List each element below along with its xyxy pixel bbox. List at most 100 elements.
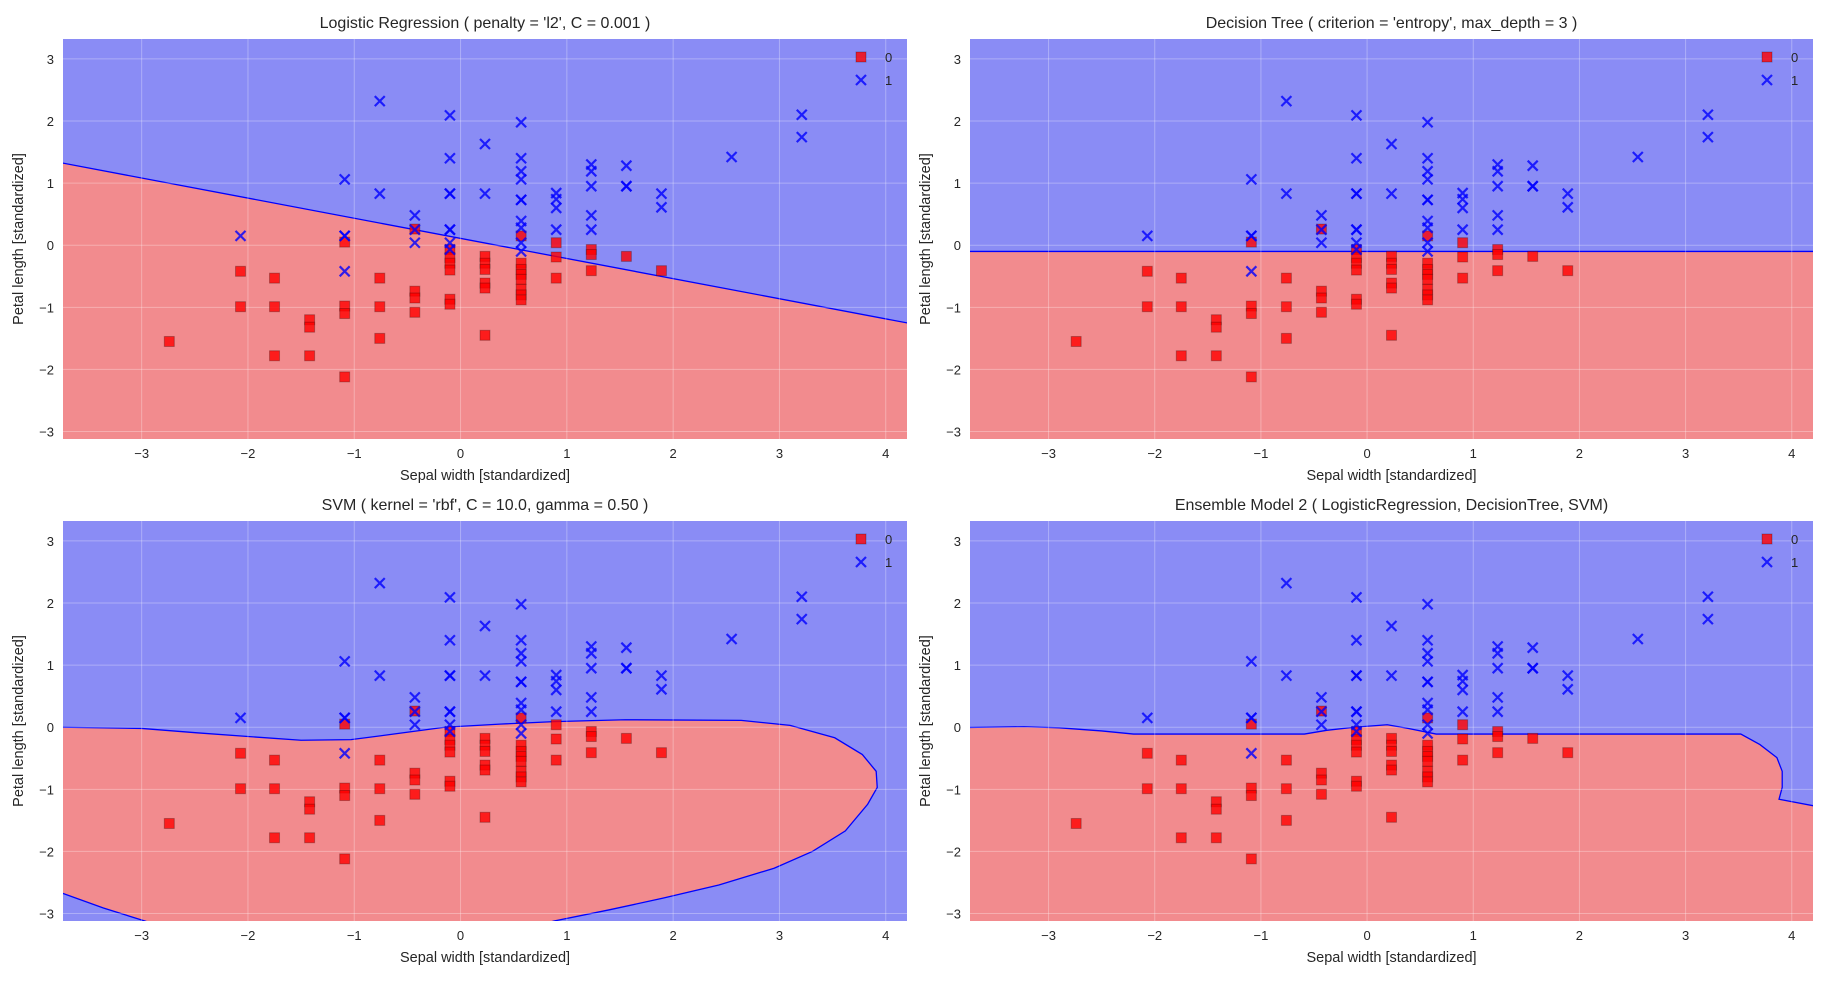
point-class-1 <box>1421 222 1434 234</box>
point-class-0 <box>1422 776 1434 788</box>
class-0-region <box>970 250 1813 439</box>
point-class-1 <box>1141 230 1154 242</box>
point-class-0 <box>304 321 316 333</box>
point-class-1 <box>1491 705 1504 718</box>
x-tick-label: −3 <box>134 928 149 943</box>
point-class-0 <box>374 783 386 795</box>
point-class-1 <box>409 705 421 718</box>
point-class-0 <box>1562 265 1574 277</box>
point-class-0 <box>304 803 316 815</box>
y-tick-label: 3 <box>954 52 961 67</box>
point-class-0 <box>269 783 281 795</box>
point-class-1 <box>444 705 456 718</box>
y-tick-label: −1 <box>946 782 961 797</box>
class-0-region <box>63 162 907 439</box>
legend-marker-square <box>1761 533 1773 545</box>
point-class-0 <box>1350 780 1362 792</box>
point-class-1 <box>1245 230 1258 242</box>
point-class-0 <box>269 301 281 313</box>
point-class-1 <box>1421 236 1434 249</box>
point-class-0 <box>269 350 281 362</box>
point-class-0 <box>620 250 632 262</box>
point-class-0 <box>1280 332 1292 344</box>
point-class-1 <box>1350 705 1363 718</box>
point-class-1 <box>1561 683 1574 696</box>
point-class-1 <box>409 691 421 704</box>
point-class-1 <box>1421 116 1434 129</box>
point-class-0 <box>1280 754 1292 766</box>
point-class-0 <box>374 272 386 284</box>
point-class-0 <box>1457 719 1469 731</box>
x-tick-label: 3 <box>776 446 783 461</box>
y-axis-label: Petal length [standardized] <box>918 153 934 325</box>
chart-title: SVM ( kernel = 'rbf', C = 10.0, gamma = … <box>322 497 649 514</box>
point-class-1 <box>1350 223 1363 236</box>
point-class-0 <box>444 264 456 276</box>
y-tick-label: −1 <box>946 300 961 315</box>
legend-marker-x <box>855 74 867 86</box>
x-tick-label: 4 <box>1788 928 1795 943</box>
legend-marker-square <box>1761 51 1773 63</box>
point-class-1 <box>1350 109 1363 122</box>
legend-label: 0 <box>885 532 892 547</box>
point-class-0 <box>479 329 491 341</box>
point-class-1 <box>1421 245 1434 258</box>
point-class-1 <box>795 131 808 143</box>
point-class-0 <box>1210 321 1222 333</box>
legend-label: 1 <box>1791 555 1798 570</box>
plot-area <box>970 521 1813 921</box>
x-tick-label: −2 <box>1147 928 1162 943</box>
point-class-0 <box>374 301 386 313</box>
point-class-0 <box>1280 814 1292 826</box>
point-class-0 <box>235 301 247 313</box>
point-class-1 <box>1421 676 1434 688</box>
point-class-1 <box>338 265 351 278</box>
x-tick-label: 4 <box>882 446 889 461</box>
point-class-1 <box>585 180 598 192</box>
legend-label: 1 <box>885 555 892 570</box>
point-class-1 <box>1421 194 1434 206</box>
point-class-0 <box>1175 301 1187 313</box>
point-class-0 <box>339 853 351 865</box>
point-class-0 <box>1527 250 1539 262</box>
point-class-0 <box>1422 294 1434 306</box>
plot-area <box>970 39 1813 439</box>
point-class-1 <box>515 598 527 611</box>
point-class-1 <box>515 222 527 234</box>
point-class-1 <box>1245 173 1258 186</box>
point-class-1 <box>1350 187 1363 200</box>
point-class-0 <box>444 746 456 758</box>
point-class-1 <box>1561 669 1574 682</box>
x-tick-label: 2 <box>1576 446 1583 461</box>
x-tick-label: −3 <box>134 446 149 461</box>
point-class-1 <box>1315 209 1328 222</box>
point-class-0 <box>585 265 597 277</box>
point-class-0 <box>1315 788 1327 800</box>
point-class-1 <box>725 633 738 645</box>
point-class-0 <box>585 731 597 743</box>
x-tick-label: 4 <box>1788 446 1795 461</box>
point-class-1 <box>373 577 386 589</box>
point-class-1 <box>444 669 456 682</box>
point-class-0 <box>1386 282 1397 294</box>
point-class-1 <box>1702 108 1714 121</box>
point-class-1 <box>1561 187 1574 200</box>
y-tick-label: −3 <box>946 907 961 922</box>
x-tick-label: −3 <box>1041 928 1056 943</box>
x-tick-label: 3 <box>1682 446 1689 461</box>
point-class-1 <box>409 223 421 236</box>
legend-label: 0 <box>1791 532 1798 547</box>
point-class-1 <box>444 725 456 738</box>
point-class-1 <box>479 187 491 200</box>
point-class-1 <box>620 662 633 674</box>
point-class-1 <box>1526 641 1539 654</box>
y-tick-label: 1 <box>954 658 961 673</box>
point-class-0 <box>1386 263 1397 275</box>
point-class-1 <box>655 187 668 200</box>
point-class-1 <box>585 209 598 222</box>
point-class-0 <box>1141 265 1153 277</box>
point-class-1 <box>338 655 351 668</box>
point-class-1 <box>1491 691 1504 704</box>
legend-marker-square <box>855 51 867 63</box>
